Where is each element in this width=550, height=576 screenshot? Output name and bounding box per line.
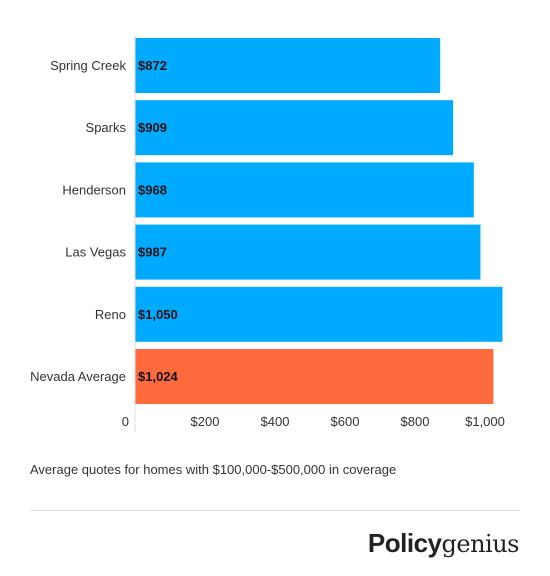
chart-caption: Average quotes for homes with $100,000-$… — [30, 462, 397, 477]
category-label: Sparks — [86, 120, 127, 135]
x-tick-label: $1,000 — [465, 414, 505, 429]
logo-text-light: genius — [441, 530, 520, 558]
bars: Spring Creek $872 Sparks $909 Henderson $968 L… — [30, 38, 503, 404]
logo-text-bold: Policy — [367, 528, 442, 558]
category-label: Henderson — [62, 182, 126, 197]
data-label: $909 — [138, 120, 167, 135]
category-label: Reno — [95, 307, 126, 322]
policygenius-logo: Policygenius — [367, 527, 520, 559]
data-label: $1,024 — [138, 369, 179, 384]
x-axis: 0 $200 $400 $600 $800 $1,000 — [122, 36, 505, 432]
x-tick-label: $800 — [401, 414, 430, 429]
x-tick-label: $600 — [331, 414, 360, 429]
bar-nevada-average — [135, 349, 494, 404]
data-label: $987 — [138, 245, 167, 260]
data-label: $1,050 — [138, 307, 178, 322]
divider — [30, 510, 520, 511]
bar-las-vegas — [135, 224, 481, 280]
bar-spring-creek — [135, 38, 441, 93]
bar-reno — [135, 286, 503, 342]
bar-chart: Spring Creek $872 Sparks $909 Henderson $968 L… — [30, 36, 505, 432]
x-tick-label: $200 — [191, 414, 220, 429]
data-label: $872 — [138, 58, 167, 73]
category-label: Las Vegas — [65, 245, 126, 260]
bar-henderson — [135, 162, 474, 218]
x-tick-label: 0 — [122, 414, 129, 429]
x-tick-label: $400 — [261, 414, 290, 429]
category-label: Spring Creek — [50, 58, 126, 73]
bar-sparks — [135, 100, 454, 156]
category-label: Nevada Average — [30, 369, 126, 384]
data-label: $968 — [138, 182, 167, 197]
